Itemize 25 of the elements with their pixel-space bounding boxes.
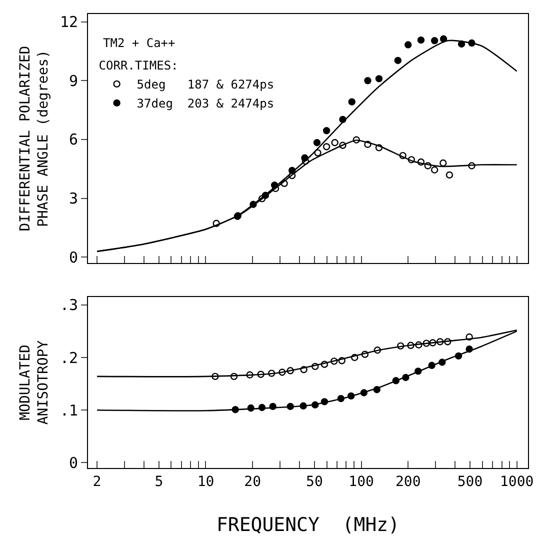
y-tick-label: 0 <box>68 454 78 472</box>
y-tick-label: 9 <box>68 72 78 90</box>
legend-label: 5deg 187 & 6274ps <box>136 78 274 92</box>
x-tick-label: 5 <box>154 474 164 490</box>
x-tick-label: 100 <box>348 474 374 490</box>
x-axis-title: FREQUENCY (MHz) <box>216 514 400 536</box>
y-axis-title: MODULATED ANISOTROPY <box>17 340 52 425</box>
x-tick-label: 500 <box>457 474 483 490</box>
y-tick-label: 12 <box>60 13 78 32</box>
y-tick-label: 0 <box>68 248 78 266</box>
y-axis-title: DIFFERENTIAL POLARIZED PHASE ANGLE (degrees) <box>17 46 52 232</box>
y-tick-label: .1 <box>60 401 78 420</box>
x-tick-label: 2 <box>92 474 102 490</box>
y-tick-label: .2 <box>60 348 78 367</box>
annotation: TM2 + Ca++ <box>103 36 176 50</box>
x-tick-label: 200 <box>395 474 421 490</box>
x-tick-label: 50 <box>306 474 323 490</box>
legend-title: CORR.TIMES: <box>98 58 178 72</box>
y-tick-label: 3 <box>68 190 78 208</box>
y-tick-label: 6 <box>68 130 78 149</box>
x-tick-label: 1000 <box>500 474 534 490</box>
x-tick-label: 20 <box>244 474 261 490</box>
y-tick-label: .3 <box>60 296 78 314</box>
legend-label: 37deg 203 & 2474ps <box>136 96 274 111</box>
x-tick-label: 10 <box>197 474 214 490</box>
